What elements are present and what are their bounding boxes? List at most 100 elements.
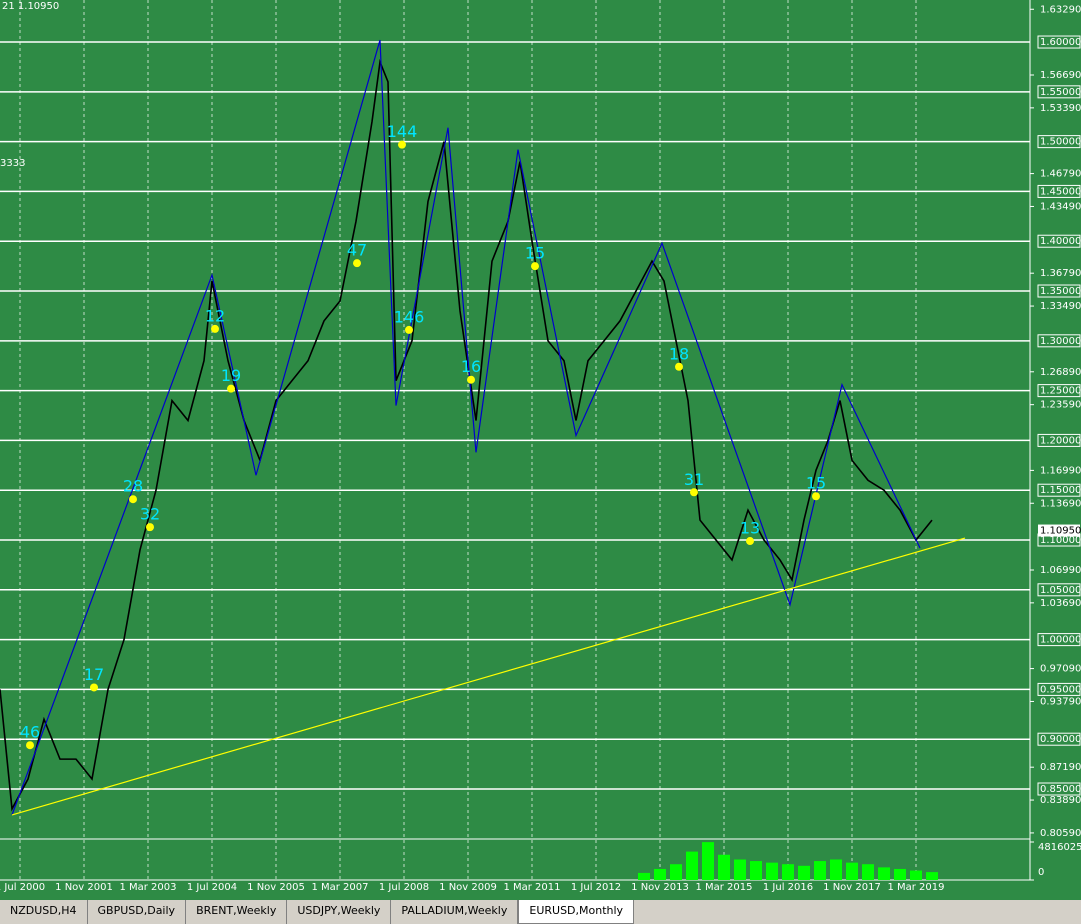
annotation-dot bbox=[690, 488, 698, 497]
level-box bbox=[1037, 35, 1081, 49]
level-box bbox=[1037, 682, 1081, 696]
y-tick-label: 1.63290 bbox=[1040, 4, 1081, 15]
tab[interactable]: EURUSD,Monthly bbox=[518, 900, 635, 924]
x-tick-label: 1 Mar 2015 bbox=[695, 882, 752, 893]
volume-bar bbox=[862, 864, 874, 880]
header-text: 21 1.10950 bbox=[2, 1, 59, 12]
x-tick-label: 1 Nov 2009 bbox=[439, 882, 497, 893]
y-tick-label: 0.83890 bbox=[1040, 795, 1081, 806]
level-box bbox=[1037, 135, 1081, 149]
y-tick-label: 0.93790 bbox=[1040, 696, 1081, 707]
volume-bar bbox=[926, 872, 938, 880]
level-box bbox=[1037, 184, 1081, 198]
y-tick-label: 1.05000 bbox=[1040, 585, 1081, 596]
x-tick-label: 1 Nov 2005 bbox=[247, 882, 305, 893]
level-box bbox=[1037, 234, 1081, 248]
volume-bar bbox=[654, 868, 666, 880]
volume-tick-label: 0 bbox=[1038, 867, 1044, 878]
x-tick-label: 1 Mar 2019 bbox=[887, 882, 944, 893]
annotation-dot bbox=[531, 262, 539, 271]
volume-bar bbox=[750, 861, 762, 880]
volume-bar bbox=[702, 842, 714, 880]
annotation-label: 12 bbox=[205, 306, 225, 325]
annotation-dot bbox=[227, 384, 235, 393]
annotation-label: 144 bbox=[387, 122, 418, 141]
x-tick-label: 1 Nov 2013 bbox=[631, 882, 689, 893]
y-tick-label: 1.35000 bbox=[1040, 286, 1081, 297]
volume-bar bbox=[846, 862, 858, 880]
y-tick-label: 0.95000 bbox=[1040, 684, 1081, 695]
y-tick-label: 1.25000 bbox=[1040, 386, 1081, 397]
y-tick-label: 1.36790 bbox=[1040, 268, 1081, 279]
level-box bbox=[1037, 334, 1081, 348]
x-tick-label: 1 Mar 2007 bbox=[311, 882, 368, 893]
level-box bbox=[1037, 633, 1081, 647]
y-tick-label: 1.50000 bbox=[1040, 137, 1081, 148]
y-tick-label: 1.16990 bbox=[1040, 465, 1081, 476]
level-box bbox=[1037, 284, 1081, 298]
annotation-dot bbox=[398, 140, 406, 149]
x-tick-label: 1 Jul 2000 bbox=[0, 882, 45, 893]
x-tick-label: 1 Jul 2016 bbox=[763, 882, 813, 893]
level-box bbox=[1037, 782, 1081, 796]
annotation-label: 146 bbox=[394, 307, 425, 326]
y-tick-label: 1.10000 bbox=[1040, 535, 1081, 546]
volume-bar bbox=[718, 854, 730, 880]
annotation-dot bbox=[467, 375, 475, 384]
annotation-label: 46 bbox=[20, 723, 40, 742]
side-text: 3333 bbox=[0, 158, 25, 169]
annotation-dot bbox=[211, 324, 219, 333]
x-tick-label: 1 Jul 2004 bbox=[187, 882, 237, 893]
annotation-dot bbox=[812, 492, 820, 501]
y-tick-label: 1.15000 bbox=[1040, 485, 1081, 496]
tab[interactable]: PALLADIUM,Weekly bbox=[391, 900, 519, 924]
y-tick-label: 1.40000 bbox=[1040, 236, 1081, 247]
volume-tick-label: 4816025 bbox=[1038, 842, 1081, 853]
tab[interactable]: GBPUSD,Daily bbox=[88, 900, 187, 924]
annotation-label: 28 bbox=[123, 477, 143, 496]
y-tick-label: 1.43490 bbox=[1040, 201, 1081, 212]
volume-bar bbox=[878, 867, 890, 880]
y-tick-label: 0.80590 bbox=[1040, 828, 1081, 839]
annotation-dot bbox=[353, 259, 361, 268]
volume-bar bbox=[670, 864, 682, 880]
x-tick-label: 1 Jul 2012 bbox=[571, 882, 621, 893]
level-box bbox=[1037, 583, 1081, 597]
annotation-label: 15 bbox=[525, 244, 545, 263]
y-tick-label: 1.33490 bbox=[1040, 301, 1081, 312]
y-tick-label: 1.13690 bbox=[1040, 498, 1081, 509]
tab[interactable]: NZDUSD,H4 bbox=[0, 900, 88, 924]
series-line bbox=[11, 39, 921, 816]
x-tick-label: 1 Mar 2011 bbox=[503, 882, 560, 893]
x-tick-label: 1 Jul 2008 bbox=[379, 882, 429, 893]
level-box bbox=[1037, 483, 1081, 497]
volume-bar bbox=[734, 859, 746, 880]
volume-bar bbox=[910, 870, 922, 880]
y-tick-label: 1.30000 bbox=[1040, 336, 1081, 347]
volume-bar bbox=[894, 868, 906, 880]
current-price-box bbox=[1038, 524, 1080, 537]
y-tick-label: 1.53390 bbox=[1040, 103, 1081, 114]
tab[interactable]: USDJPY,Weekly bbox=[287, 900, 392, 924]
annotation-dot bbox=[26, 741, 34, 750]
annotation-dot bbox=[675, 362, 683, 371]
annotation-dot bbox=[129, 495, 137, 504]
tab[interactable]: BRENT,Weekly bbox=[186, 900, 288, 924]
y-tick-label: 1.20000 bbox=[1040, 435, 1081, 446]
y-tick-label: 1.23590 bbox=[1040, 400, 1081, 411]
y-tick-label: 1.55000 bbox=[1040, 87, 1081, 98]
annotation-dot bbox=[746, 537, 754, 546]
annotation-label: 16 bbox=[461, 357, 481, 376]
y-tick-label: 0.87190 bbox=[1040, 762, 1081, 773]
annotation-label: 32 bbox=[140, 505, 160, 524]
y-tick-label: 1.45000 bbox=[1040, 186, 1081, 197]
annotation-label: 17 bbox=[84, 665, 104, 684]
annotation-label: 31 bbox=[684, 470, 704, 489]
x-tick-label: 1 Nov 2001 bbox=[55, 882, 113, 893]
volume-bar bbox=[766, 862, 778, 880]
tab-bar: NZDUSD,H4 GBPUSD,Daily BRENT,Weekly USDJPY,… bbox=[0, 900, 1081, 924]
y-tick-label: 1.46790 bbox=[1040, 169, 1081, 180]
annotation-label: 47 bbox=[347, 241, 367, 260]
annotation-label: 13 bbox=[740, 519, 760, 538]
